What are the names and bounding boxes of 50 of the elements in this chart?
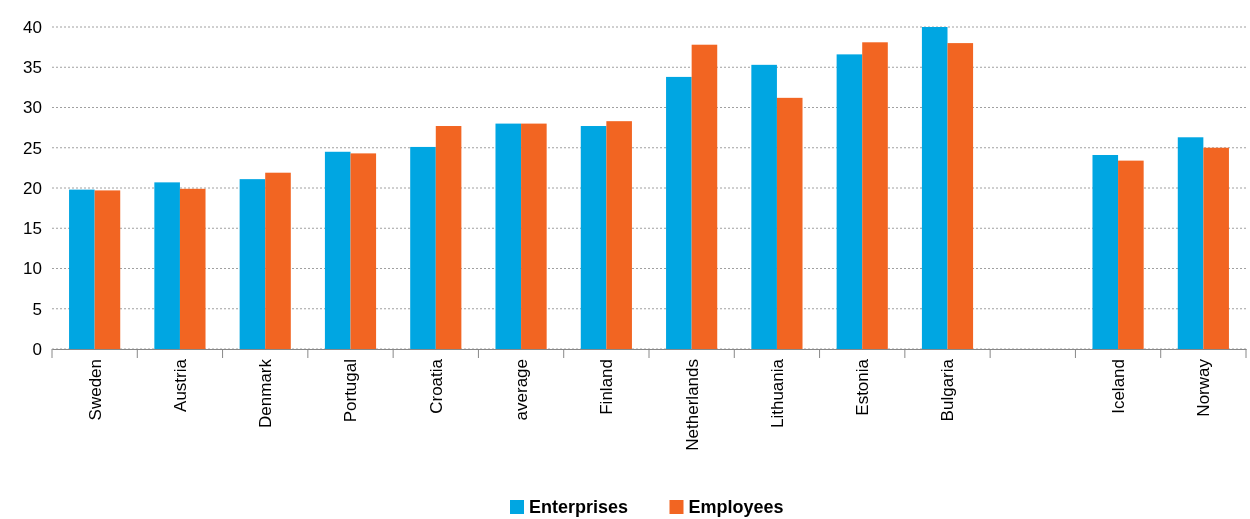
y-tick-label: 35 xyxy=(23,58,42,78)
bar xyxy=(691,44,718,349)
bar xyxy=(495,123,522,349)
y-tick-label: 20 xyxy=(23,178,42,198)
x-tick-label: Finland xyxy=(597,359,617,415)
x-tick-label: Portugal xyxy=(341,359,361,423)
bar xyxy=(666,76,692,349)
x-tick-label: Austria xyxy=(170,358,190,412)
legend-label: Enterprises xyxy=(529,497,629,517)
bar xyxy=(179,188,206,349)
x-tick-label: Bulgaria xyxy=(938,358,958,422)
y-tick-label: 40 xyxy=(23,17,42,37)
x-tick-label: Estonia xyxy=(853,358,873,416)
y-tick-label: 15 xyxy=(23,219,42,239)
bar xyxy=(836,54,863,349)
bar xyxy=(862,42,888,349)
bar xyxy=(410,146,436,349)
y-tick-label: 10 xyxy=(23,259,42,279)
bar xyxy=(1118,160,1144,349)
bar xyxy=(324,151,351,349)
y-tick-label: 5 xyxy=(32,299,42,319)
bar xyxy=(521,123,547,349)
bar xyxy=(239,179,266,349)
x-tick-label: Iceland xyxy=(1109,359,1129,414)
x-tick-label: Croatia xyxy=(426,358,446,414)
bar xyxy=(1203,147,1229,349)
bar xyxy=(580,126,607,349)
bar xyxy=(947,43,974,349)
bar xyxy=(606,121,632,349)
x-tick-label: Netherlands xyxy=(682,359,702,451)
bar xyxy=(350,153,377,349)
bar xyxy=(265,172,291,349)
bar xyxy=(154,182,180,349)
bar xyxy=(1177,137,1204,349)
bar xyxy=(776,97,803,349)
bar xyxy=(921,27,948,349)
x-tick-label: Denmark xyxy=(256,358,276,428)
x-tick-label: Lithuania xyxy=(767,358,787,429)
bar xyxy=(435,126,462,349)
bar xyxy=(69,189,95,349)
bar xyxy=(1092,155,1119,349)
x-tick-label: Norway xyxy=(1194,358,1214,417)
y-tick-label: 0 xyxy=(32,339,42,359)
y-tick-label: 25 xyxy=(23,138,42,158)
bar xyxy=(751,64,777,349)
x-tick-label: Sweden xyxy=(85,359,105,421)
y-tick-label: 30 xyxy=(23,98,42,118)
bar xyxy=(94,190,121,349)
legend-label: Employees xyxy=(688,497,784,517)
x-tick-label: average xyxy=(512,359,532,421)
